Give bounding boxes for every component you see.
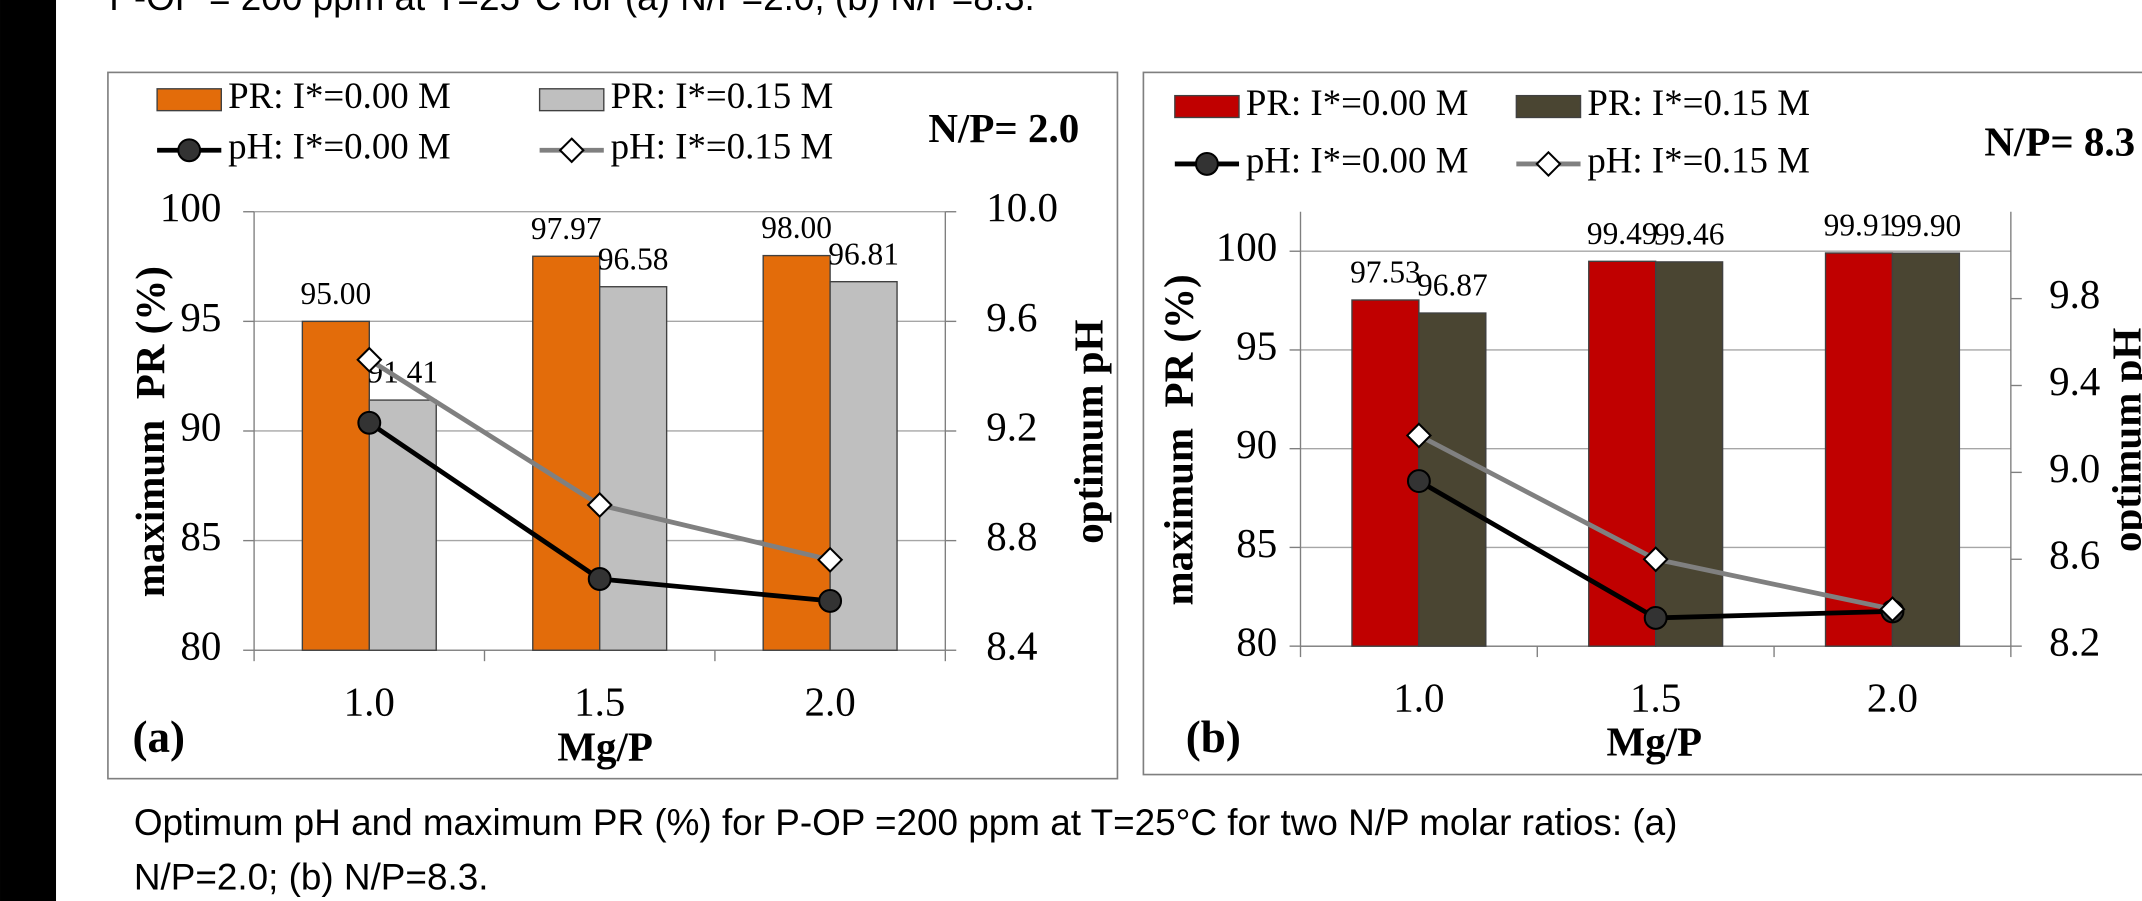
x-axis-title: Mg/P [557, 724, 653, 770]
legend-swatch [156, 88, 222, 112]
line-marker [586, 491, 613, 519]
legend-marker [1535, 150, 1562, 177]
x-axis-title: Mg/P [1607, 718, 1703, 764]
y2-tick-label: 10.0 [986, 184, 1058, 230]
line-marker [817, 546, 844, 573]
legend-label: PR: I*=0.15 M [1587, 82, 1810, 123]
x-tick-label: 1.5 [1630, 675, 1681, 721]
y-tick-label: 95 [1236, 322, 1277, 368]
line-marker [818, 588, 843, 613]
legend-label: pH: I*=0.15 M [1587, 139, 1810, 180]
bar [1588, 260, 1657, 647]
value-label: 98.00 [761, 210, 832, 245]
y2-tick-label: 9.2 [986, 403, 1037, 449]
y2-tick-label: 9.4 [2049, 358, 2100, 404]
line-marker [357, 410, 382, 435]
legend-label: PR: I*=0.15 M [611, 75, 834, 116]
y-tick-label: 95 [180, 294, 221, 340]
value-label: 96.58 [598, 241, 669, 276]
caption-line: Optimum pH and maximum PR (%) for P-OP =… [134, 802, 1678, 843]
chart-frame [107, 71, 1119, 780]
legend-label: PR: I*=0.00 M [1246, 82, 1469, 123]
y-axis-title: maximum PR (%) [127, 266, 173, 597]
x-tick-label: 2.0 [1867, 675, 1918, 721]
value-label: 97.97 [531, 211, 602, 246]
y-tick-label: 100 [1216, 224, 1277, 270]
line-marker [1405, 422, 1432, 449]
value-label: 96.81 [828, 236, 899, 271]
value-label: 97.53 [1350, 255, 1421, 290]
legend-marker [177, 138, 202, 163]
x-tick-label: 1.0 [1393, 675, 1444, 721]
y2-tick-label: 8.8 [986, 513, 1037, 559]
y2-tick-label: 9.0 [2049, 445, 2100, 491]
line-marker [587, 567, 612, 591]
y2-tick-label: 8.2 [2049, 619, 2100, 665]
y-axis-title: maximum PR (%) [1155, 274, 1201, 605]
legend-label: pH: I*=0.15 M [611, 126, 834, 167]
bar [301, 320, 370, 651]
x-tick-label: 1.5 [574, 679, 625, 725]
header-text: P-OP = 200 ppm at T=25°C for (a) N/P=2.0… [109, 0, 1034, 18]
y2-axis-title: optimum pH [2103, 328, 2142, 552]
legend-label: pH: I*=0.00 M [1246, 139, 1469, 180]
legend-swatch [538, 88, 605, 112]
value-label: 96.87 [1417, 268, 1488, 303]
bar [762, 254, 831, 651]
value-label: 95.00 [300, 276, 371, 311]
y2-tick-label: 8.4 [986, 623, 1037, 669]
panel-label: (a) [133, 712, 186, 762]
bar [829, 280, 898, 651]
line-marker [1406, 469, 1431, 494]
legend-label: PR: I*=0.00 M [228, 75, 451, 116]
value-label: 99.90 [1891, 208, 1962, 243]
y2-tick-label: 9.8 [2049, 271, 2100, 317]
line-marker [356, 346, 383, 373]
line-marker [1643, 605, 1668, 630]
bar [368, 399, 437, 651]
legend-swatch [1515, 94, 1582, 119]
y-tick-label: 80 [180, 623, 221, 669]
bar [1891, 252, 1961, 647]
value-label: 99.46 [1654, 217, 1725, 252]
y-tick-label: 90 [180, 403, 221, 449]
legend-label: pH: I*=0.00 M [228, 126, 451, 167]
bar [532, 255, 601, 651]
y2-axis-title: optimum pH [1065, 319, 1111, 543]
bar [1654, 261, 1724, 647]
x-tick-label: 1.0 [344, 679, 395, 725]
legend-marker [1194, 151, 1219, 176]
chart-frame [1142, 71, 2142, 776]
y-tick-label: 85 [180, 513, 221, 559]
y-tick-label: 100 [160, 184, 221, 230]
line-marker [1879, 596, 1906, 623]
caption-line: N/P=2.0; (b) N/P=8.3. [134, 856, 489, 897]
line-marker [1642, 546, 1669, 573]
annotation: N/P= 8.3 [1984, 119, 2135, 165]
y-tick-label: 80 [1236, 619, 1277, 665]
legend-marker [558, 137, 585, 164]
panel-label: (b) [1186, 712, 1241, 762]
bar [1351, 299, 1420, 647]
y-tick-label: 85 [1236, 520, 1277, 566]
y2-tick-label: 9.6 [986, 294, 1037, 340]
value-label: 99.91 [1824, 208, 1895, 243]
x-tick-label: 2.0 [805, 679, 856, 725]
y2-tick-label: 8.6 [2049, 532, 2100, 578]
y-tick-label: 90 [1236, 421, 1277, 467]
bar [599, 286, 668, 651]
bar [1824, 252, 1894, 647]
annotation: N/P= 2.0 [928, 105, 1079, 151]
legend-swatch [1174, 94, 1240, 119]
value-label: 99.49 [1587, 216, 1658, 251]
side-bar [0, 0, 57, 901]
